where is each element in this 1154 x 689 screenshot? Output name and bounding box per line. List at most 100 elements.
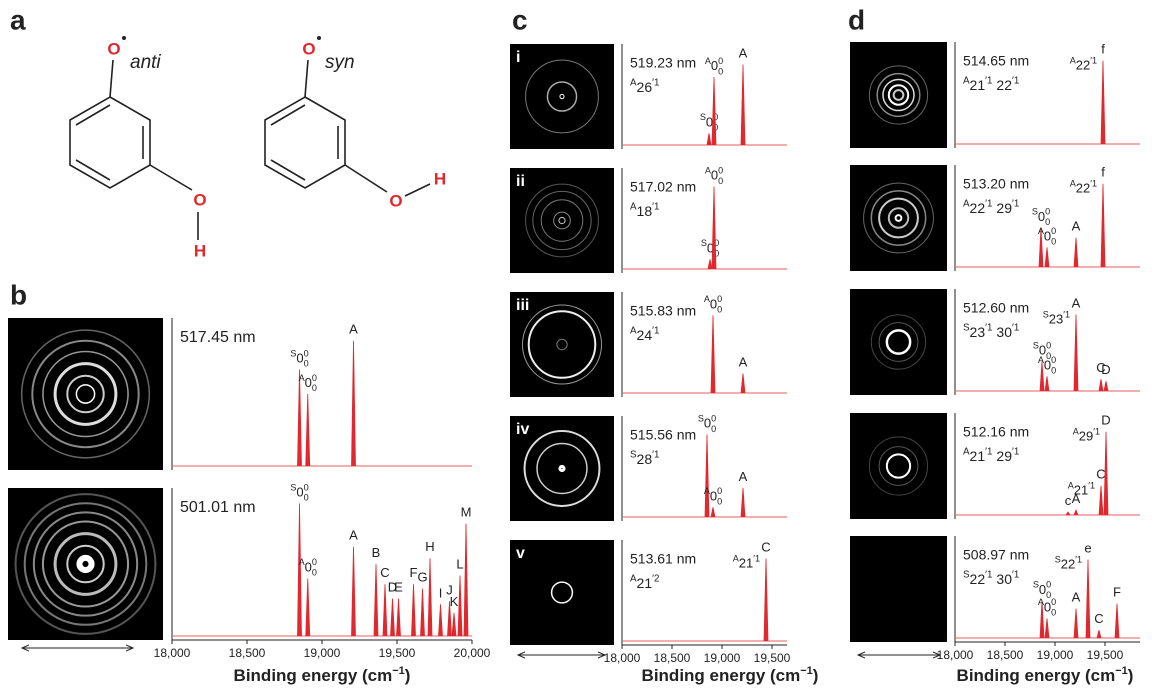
term-label: A000 [299, 558, 317, 578]
term-sup: 0 [1051, 227, 1056, 237]
wavelength: 519.23 nm [630, 55, 696, 71]
term-base: 30 [996, 324, 1012, 340]
term-label: 30′1 [996, 569, 1019, 587]
x-axis-label-part: ) [813, 666, 819, 685]
peak [464, 524, 468, 636]
term-label: A [1072, 296, 1081, 311]
peak [306, 394, 310, 466]
row-label: iv [516, 421, 529, 438]
term-sup: 0 [1045, 207, 1050, 217]
row-label: v [516, 545, 525, 562]
term-base: f [1101, 165, 1105, 180]
term-label: S23′1 [1043, 310, 1070, 327]
peak [397, 599, 401, 636]
peak [708, 259, 712, 269]
term-base: M [461, 505, 472, 520]
peak [741, 64, 745, 145]
term-label: 29′1 [996, 198, 1019, 216]
x-axis-label-part: Binding energy (cm [642, 666, 801, 685]
term-sup: ′1 [652, 449, 659, 460]
term-base: A [1072, 296, 1081, 311]
term-base: 28 [637, 451, 653, 467]
term-sup: 0 [1046, 341, 1051, 351]
term-label: C [1094, 612, 1103, 627]
figure: a b c d O O H anti O O H syn 517.45 nmS0… [0, 0, 1154, 689]
term-label: 29′1 [996, 446, 1019, 464]
peak [1101, 61, 1105, 144]
peak [741, 374, 745, 393]
term-label: K [450, 594, 459, 609]
atom: O [193, 190, 206, 209]
peak [421, 588, 425, 636]
term-base: F [1113, 585, 1121, 600]
term-sub: 0 [717, 305, 722, 315]
term-label: C [761, 540, 770, 555]
x-axis-label-part: Binding energy (cm [957, 666, 1116, 685]
term-sub: 0 [312, 384, 317, 394]
term-label: A000 [704, 295, 722, 315]
term-label: e [1084, 541, 1091, 556]
term-label: S000 [701, 239, 719, 259]
term-sub: 0 [717, 497, 722, 507]
term-base: 30 [996, 571, 1012, 587]
term-label: S000 [290, 349, 308, 369]
atom: O [389, 191, 402, 210]
term-sup: ′1 [1075, 555, 1082, 565]
term-base: e [1084, 541, 1091, 556]
term-label: A22′1 [1070, 56, 1097, 73]
term-base: D [1101, 363, 1110, 378]
term-base: 22 [970, 571, 986, 587]
wavelength: 514.65 nm [963, 53, 1029, 69]
x-tick-label: 18,500 [654, 651, 691, 665]
term-base: 22 [1076, 58, 1090, 73]
term-base: A [349, 528, 358, 543]
row-label: ii [516, 173, 525, 190]
term-label: f [1101, 42, 1105, 57]
term-sup: ′1 [1012, 322, 1019, 333]
term-base: A [1072, 219, 1081, 234]
term-base: 0 [305, 560, 312, 575]
term-sup: ′1 [1012, 198, 1019, 209]
x-tick-label: 19,000 [704, 651, 741, 665]
wavelength: 512.60 nm [963, 300, 1029, 316]
peak [452, 613, 456, 636]
term-label: A000 [705, 166, 723, 186]
wavelength: 508.97 nm [963, 547, 1029, 563]
term-label: A [739, 46, 748, 61]
term-label: S23′1 [963, 322, 992, 340]
term-base: A [739, 355, 748, 370]
term-base: 21 [739, 556, 753, 571]
term-base: 21 [637, 575, 653, 591]
term-base: f [1101, 42, 1105, 57]
x-axis-label-part: Binding energy (cm [234, 666, 393, 685]
panel-letter: a [10, 4, 26, 35]
term-base: 0 [296, 351, 303, 366]
term-sup: 0 [1046, 580, 1051, 590]
peak [1074, 315, 1078, 391]
term-base: C [1096, 467, 1105, 482]
wavelength: 517.02 nm [630, 179, 696, 195]
term-base: 22 [970, 200, 986, 216]
term-base: 22 [996, 77, 1012, 93]
term-sup: ′1 [985, 75, 992, 86]
term-label: A [349, 322, 358, 337]
detector-image [850, 289, 947, 395]
wavelength: 513.61 nm [630, 551, 696, 567]
term-label: F [410, 566, 418, 581]
peak [1074, 609, 1078, 638]
x-axis-label-part: −1 [392, 665, 405, 677]
term-label: C [380, 566, 389, 581]
term-label: A000 [1038, 598, 1056, 618]
term-label: D [1101, 363, 1110, 378]
term-sup: 0 [312, 558, 317, 568]
term-sup: ′1 [985, 322, 992, 333]
molecule-syn: O O H syn [265, 36, 446, 210]
x-tick-label: 18,000 [937, 648, 974, 662]
term-base: 21 [970, 77, 986, 93]
term-label: M [461, 505, 472, 520]
detector-image [850, 165, 947, 271]
term-base: 0 [296, 485, 303, 500]
term-sup: ′1 [1012, 75, 1019, 86]
term-sup: ′1 [1093, 427, 1100, 437]
peak [711, 315, 715, 393]
